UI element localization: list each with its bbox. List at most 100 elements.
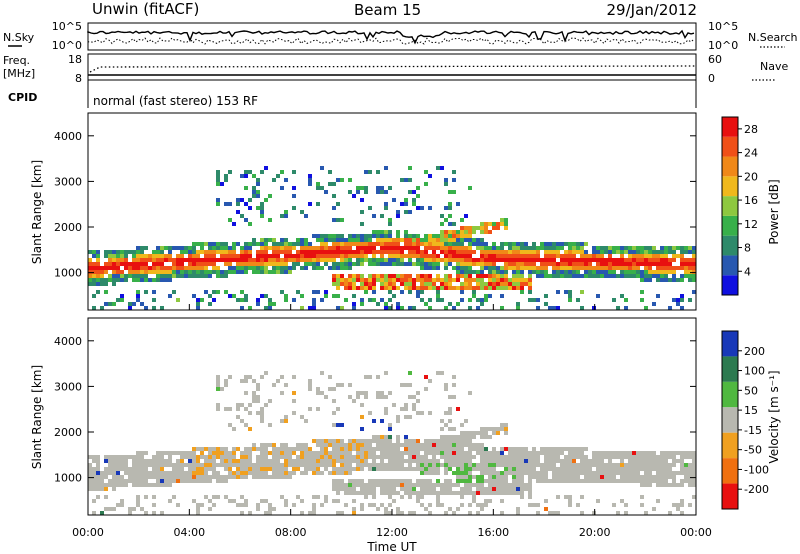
velocity-cell bbox=[328, 439, 332, 443]
velocity-cell bbox=[592, 475, 596, 479]
velocity-cell bbox=[104, 467, 108, 471]
velocity-cell bbox=[692, 455, 696, 459]
velocity-cell bbox=[672, 479, 676, 483]
power-cell bbox=[188, 254, 192, 258]
velocity-cell bbox=[424, 467, 428, 471]
power-cell bbox=[420, 278, 424, 282]
power-cell bbox=[436, 258, 440, 262]
velocity-cell bbox=[380, 447, 384, 451]
power-cell bbox=[468, 282, 472, 286]
velocity-cell bbox=[116, 479, 120, 483]
velocity-cell bbox=[220, 387, 224, 391]
velocity-cell bbox=[240, 379, 244, 383]
power-cell bbox=[500, 266, 504, 270]
velocity-cell bbox=[96, 487, 100, 491]
power-cell bbox=[600, 262, 604, 266]
velocity-cell bbox=[108, 459, 112, 463]
power-cell bbox=[116, 266, 120, 270]
power-cell bbox=[160, 274, 164, 278]
velocity-cell bbox=[448, 407, 452, 411]
velocity-cell bbox=[616, 471, 620, 475]
velocity-cell bbox=[112, 467, 116, 471]
power-cell bbox=[408, 290, 412, 294]
power-cell bbox=[516, 270, 520, 274]
colorbar-tick-label: 20 bbox=[744, 170, 758, 183]
power-cell bbox=[692, 254, 696, 258]
power-cell bbox=[232, 270, 236, 274]
velocity-cell bbox=[248, 471, 252, 475]
power-cell bbox=[176, 258, 180, 262]
power-cell bbox=[380, 286, 384, 290]
velocity-cell bbox=[296, 443, 300, 447]
power-cell bbox=[432, 250, 436, 254]
power-cell bbox=[520, 246, 524, 250]
velocity-cell bbox=[616, 467, 620, 471]
velocity-cell bbox=[576, 463, 580, 467]
velocity-cell bbox=[360, 459, 364, 463]
power-cell bbox=[108, 266, 112, 270]
power-cell bbox=[472, 294, 476, 298]
velocity-cell bbox=[480, 455, 484, 459]
power-cell bbox=[368, 170, 372, 174]
power-cell bbox=[452, 170, 456, 174]
velocity-cell bbox=[396, 467, 400, 471]
power-cell bbox=[340, 274, 344, 278]
power-cell bbox=[200, 258, 204, 262]
velocity-cell bbox=[432, 459, 436, 463]
velocity-cell bbox=[692, 475, 696, 479]
velocity-cell bbox=[240, 471, 244, 475]
velocity-cell bbox=[672, 475, 676, 479]
velocity-cell bbox=[500, 491, 504, 495]
velocity-cell bbox=[212, 467, 216, 471]
power-cell bbox=[544, 254, 548, 258]
velocity-cell bbox=[264, 371, 268, 375]
power-cell bbox=[332, 278, 336, 282]
power-cell bbox=[588, 270, 592, 274]
velocity-cell bbox=[388, 483, 392, 487]
velocity-cell bbox=[548, 455, 552, 459]
power-cell bbox=[420, 258, 424, 262]
velocity-cell bbox=[664, 483, 668, 487]
power-cell bbox=[180, 274, 184, 278]
velocity-cell bbox=[392, 443, 396, 447]
velocity-cell bbox=[448, 459, 452, 463]
power-cell bbox=[236, 198, 240, 202]
power-cell bbox=[568, 254, 572, 258]
velocity-cell bbox=[336, 467, 340, 471]
power-cell bbox=[380, 250, 384, 254]
velocity-cell bbox=[600, 467, 604, 471]
power-cell bbox=[232, 258, 236, 262]
power-cell bbox=[612, 246, 616, 250]
power-cell bbox=[496, 222, 500, 226]
velocity-cell bbox=[336, 479, 340, 483]
power-cell bbox=[456, 202, 460, 206]
power-cell bbox=[504, 226, 508, 230]
power-cell bbox=[368, 262, 372, 266]
power-cell bbox=[388, 242, 392, 246]
velocity-cell bbox=[412, 407, 416, 411]
velocity-cell bbox=[452, 463, 456, 467]
velocity-cell bbox=[152, 471, 156, 475]
velocity-cell bbox=[392, 455, 396, 459]
power-cell bbox=[684, 258, 688, 262]
power-cell bbox=[196, 298, 200, 302]
power-cell bbox=[480, 222, 484, 226]
power-cell bbox=[244, 270, 248, 274]
velocity-cell bbox=[452, 491, 456, 495]
velocity-cell bbox=[568, 475, 572, 479]
velocity-cell bbox=[152, 475, 156, 479]
velocity-cell bbox=[664, 455, 668, 459]
power-cell bbox=[160, 266, 164, 270]
velocity-cell bbox=[216, 403, 220, 407]
power-cell bbox=[668, 266, 672, 270]
power-cell bbox=[520, 290, 524, 294]
power-cell bbox=[364, 250, 368, 254]
colorbar-swatch bbox=[722, 356, 738, 382]
velocity-cell bbox=[204, 467, 208, 471]
power-cell bbox=[220, 182, 224, 186]
power-cell bbox=[216, 270, 220, 274]
power-cell bbox=[204, 270, 208, 274]
velocity-cell bbox=[352, 499, 356, 503]
power-cell bbox=[152, 266, 156, 270]
power-cell bbox=[320, 234, 324, 238]
